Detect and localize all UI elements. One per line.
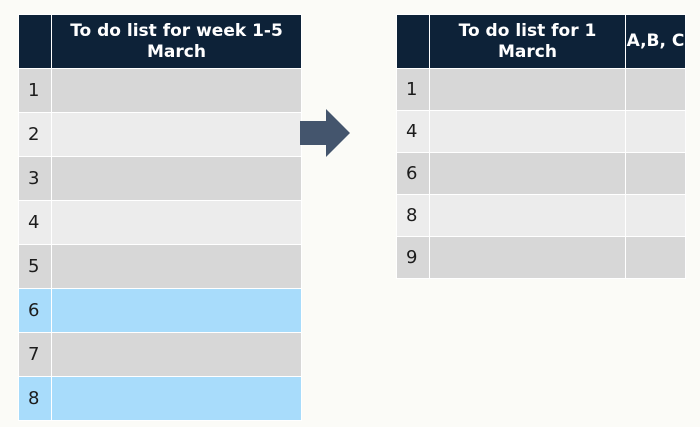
priority-cell <box>625 68 686 111</box>
row-number: 7 <box>18 332 52 377</box>
task-cell <box>429 110 626 153</box>
row-number: 4 <box>18 200 52 245</box>
arrow-right-icon <box>300 109 350 157</box>
table-header-row: To do list for 1 March A,B, C <box>396 14 686 69</box>
task-cell <box>429 236 626 279</box>
table-row: 6 <box>396 152 686 195</box>
table-row: 8 <box>396 194 686 237</box>
table-row: 4 <box>18 200 302 245</box>
row-number: 6 <box>396 152 430 195</box>
table-row: 3 <box>18 156 302 201</box>
task-cell <box>429 152 626 195</box>
table-row: 2 <box>18 112 302 157</box>
task-cell <box>429 68 626 111</box>
table-row: 5 <box>18 244 302 289</box>
task-cell <box>429 194 626 237</box>
priority-cell <box>625 236 686 279</box>
row-number: 5 <box>18 244 52 289</box>
header-number-cell <box>18 14 52 69</box>
task-cell <box>51 200 302 245</box>
row-number: 8 <box>18 376 52 421</box>
priority-cell <box>625 194 686 237</box>
task-cell <box>51 332 302 377</box>
table-row: 4 <box>396 110 686 153</box>
table-row: 6 <box>18 288 302 333</box>
task-cell <box>51 244 302 289</box>
table-header-row: To do list for week 1-5 March <box>18 14 302 69</box>
priority-cell <box>625 152 686 195</box>
task-cell <box>51 68 302 113</box>
table-row: 9 <box>396 236 686 279</box>
row-number: 6 <box>18 288 52 333</box>
priority-header: A,B, C <box>625 14 686 69</box>
task-cell <box>51 288 302 333</box>
task-cell <box>51 112 302 157</box>
table-row: 7 <box>18 332 302 377</box>
table-row: 1 <box>396 68 686 111</box>
table-row: 1 <box>18 68 302 113</box>
row-number: 2 <box>18 112 52 157</box>
table-row: 8 <box>18 376 302 421</box>
priority-cell <box>625 110 686 153</box>
weekly-todo-header: To do list for week 1-5 March <box>51 14 302 69</box>
task-cell <box>51 376 302 421</box>
daily-todo-header: To do list for 1 March <box>429 14 626 69</box>
row-number: 8 <box>396 194 430 237</box>
row-number: 1 <box>396 68 430 111</box>
row-number: 9 <box>396 236 430 279</box>
row-number: 3 <box>18 156 52 201</box>
header-number-cell <box>396 14 430 69</box>
task-cell <box>51 156 302 201</box>
row-number: 1 <box>18 68 52 113</box>
row-number: 4 <box>396 110 430 153</box>
